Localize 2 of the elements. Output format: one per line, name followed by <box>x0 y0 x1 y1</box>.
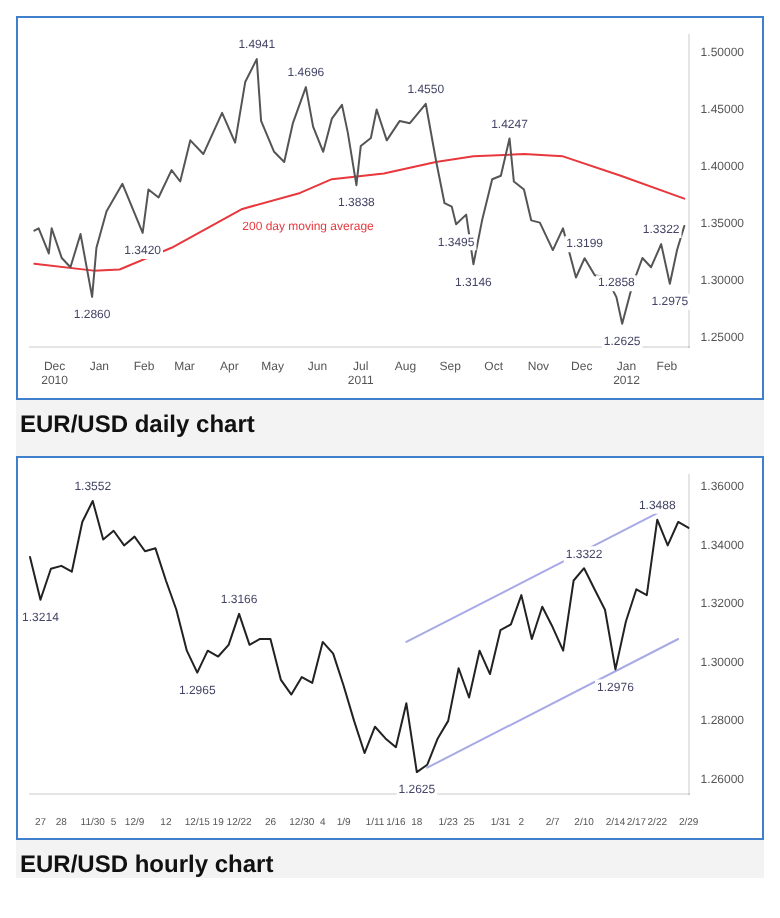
text: EUR/USD daily chart <box>20 410 257 438</box>
text: EUR/USD hourly chart <box>20 850 276 878</box>
